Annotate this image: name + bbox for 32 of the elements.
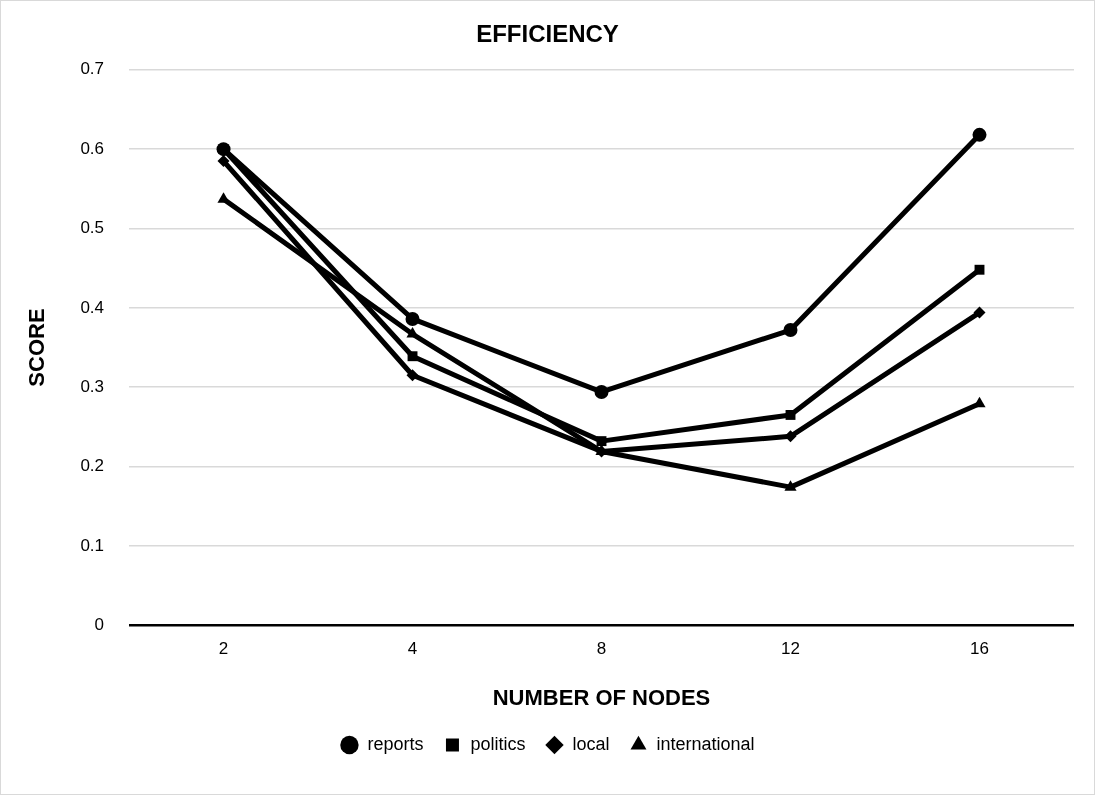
point <box>972 127 987 142</box>
x-axis-title: NUMBER OF NODES <box>492 684 711 710</box>
legend-label: local <box>572 733 610 754</box>
y-tick-label: 0.1 <box>80 535 105 555</box>
y-tick-label: 0.2 <box>80 456 105 476</box>
x-tick-label: 2 <box>218 639 229 659</box>
y-tick-label: 0.3 <box>80 376 105 396</box>
y-tick-label: 0.4 <box>80 297 105 317</box>
point <box>594 384 609 399</box>
legend-label: reports <box>367 733 424 754</box>
point <box>973 306 986 319</box>
point <box>784 480 797 491</box>
x-tick-label: 4 <box>407 639 418 659</box>
y-axis-title: SCORE <box>24 308 50 387</box>
point <box>785 409 796 420</box>
point <box>783 323 798 338</box>
x-tick-label: 16 <box>970 639 989 659</box>
point <box>217 155 230 168</box>
y-tick-label: 0.6 <box>80 138 105 158</box>
chart-title: EFFICIENCY <box>476 20 619 48</box>
point <box>407 351 418 362</box>
legend-label: politics <box>470 733 526 754</box>
point <box>596 436 607 447</box>
y-tick-label: 0.7 <box>80 59 105 79</box>
point <box>974 264 985 275</box>
y-tick-label: 0 <box>94 614 105 634</box>
y-tick-label: 0.5 <box>80 218 105 238</box>
x-tick-label: 12 <box>781 639 800 659</box>
point <box>405 311 420 326</box>
x-tick-label: 8 <box>596 639 607 659</box>
legend-label: international <box>656 733 755 754</box>
point <box>406 369 419 382</box>
